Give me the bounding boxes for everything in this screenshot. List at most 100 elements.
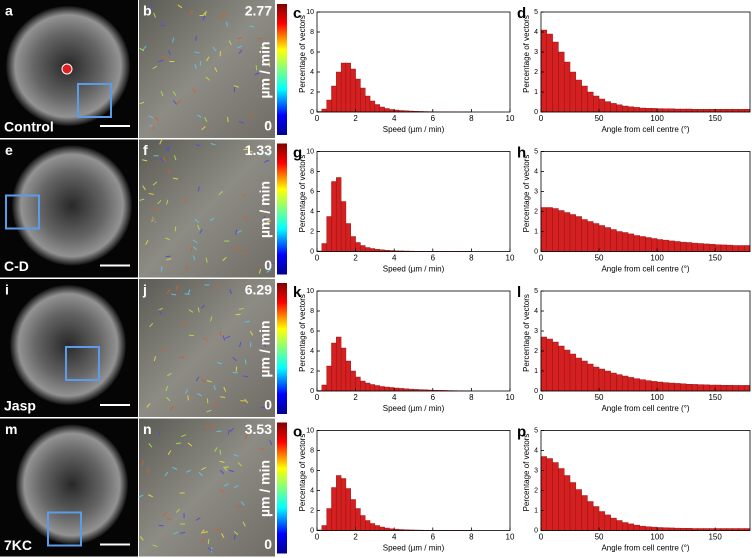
flow-vector (165, 237, 171, 241)
flow-vector (242, 375, 249, 378)
flow-vector (192, 255, 196, 261)
histogram-bar (714, 108, 722, 113)
flow-vector (205, 423, 210, 429)
histogram-bar (336, 475, 342, 531)
x-tick-label: 10 (506, 254, 515, 263)
histogram-bar (668, 382, 675, 392)
flow-vector (263, 211, 268, 216)
flow-vector (202, 12, 206, 17)
panel-label: p (517, 423, 526, 440)
y-axis-label: Percentage of vectors (298, 434, 307, 512)
y-tick-label: 2 (310, 507, 314, 514)
histogram-bar (540, 336, 548, 392)
flow-vector (138, 494, 144, 498)
flow-vector (195, 517, 201, 521)
flow-vector (186, 469, 192, 473)
histogram-bar (680, 108, 687, 113)
flow-vector (166, 199, 169, 205)
histogram-bar (662, 239, 669, 252)
histogram-bar (336, 177, 342, 252)
x-axis-label: Angle from cell centre (°) (601, 125, 689, 134)
flow-vector (242, 251, 248, 255)
histogram-bar (360, 87, 366, 113)
flow-vector (139, 47, 145, 52)
flow-vector (147, 494, 153, 498)
histogram-bar (633, 378, 640, 392)
axes-frame (316, 290, 511, 392)
histogram-bar (593, 223, 600, 252)
x-tick-label: 100 (650, 114, 664, 123)
histogram-bar (610, 517, 617, 531)
histogram-bar (369, 384, 376, 392)
histogram-bar (369, 248, 376, 252)
colorbar-max: 1.33 (245, 142, 272, 158)
flow-vector (206, 409, 212, 413)
x-tick-label: 8 (469, 254, 474, 263)
histogram-bar (627, 377, 635, 392)
cell (16, 424, 128, 545)
panel-label: k (293, 284, 302, 301)
flow-vector (171, 37, 175, 43)
flow-vector (173, 177, 179, 180)
flow-vector (152, 181, 158, 186)
flow-vector (153, 356, 157, 362)
histogram-bar (581, 360, 588, 392)
colorbar-min: 0 (264, 118, 272, 134)
histogram-bar (668, 108, 675, 113)
flow-vector (198, 471, 203, 477)
flow-vector (218, 191, 223, 196)
histogram-bar (627, 523, 635, 531)
flow-vector (142, 45, 147, 51)
colorbar-label: µm / min (257, 181, 273, 238)
histogram-bar (598, 368, 606, 392)
histogram-bar (738, 108, 745, 113)
histogram-bar (639, 525, 646, 531)
flow-vector (235, 229, 238, 235)
histogram-bar (569, 214, 577, 252)
y-tick-label: 4 (534, 447, 538, 454)
x-tick-label: 10 (506, 533, 515, 542)
flow-vector (149, 322, 154, 328)
y-tick-label: 0 (310, 388, 314, 395)
flow-image (139, 139, 275, 278)
flow-vector (158, 430, 161, 436)
y-tick-label: 10 (306, 288, 314, 295)
flow-vector (235, 313, 241, 316)
histogram-bar (374, 104, 380, 113)
flow-vector (141, 460, 145, 466)
histogram-bar (350, 68, 356, 113)
flow-vector (181, 434, 187, 438)
histogram-bar (714, 244, 722, 252)
flow-vector (214, 401, 218, 407)
x-tick-label: 6 (431, 114, 436, 123)
y-tick-label: 6 (310, 328, 314, 335)
histogram-bar (674, 383, 681, 392)
flow-vector (168, 168, 171, 174)
x-tick-label: 0 (539, 254, 544, 263)
histogram-bar (540, 456, 548, 531)
histogram-bar (691, 384, 698, 392)
x-tick-label: 0 (539, 533, 544, 542)
flow-vector (235, 366, 238, 372)
flow-vector (152, 65, 158, 70)
flow-vector (172, 466, 178, 470)
flow-vector (177, 4, 183, 9)
flow-vector (242, 521, 246, 527)
histogram-bar (610, 103, 617, 113)
y-tick-label: 10 (306, 9, 314, 16)
histogram-bar (345, 488, 351, 531)
histogram-bar (365, 382, 371, 392)
flow-vector (238, 307, 244, 310)
y-tick-label: 0 (534, 248, 538, 255)
flow-vector (177, 99, 182, 104)
flow-vector (165, 255, 171, 258)
flow-vector (223, 483, 229, 487)
flow-vector (146, 403, 151, 408)
histogram-bar (598, 98, 606, 113)
x-tick-label: 50 (595, 533, 604, 542)
flow-vector (232, 371, 238, 374)
histogram-bar (604, 227, 611, 252)
flow-vector (237, 36, 243, 40)
flow-vector (239, 341, 242, 348)
histogram-bar (662, 108, 669, 113)
